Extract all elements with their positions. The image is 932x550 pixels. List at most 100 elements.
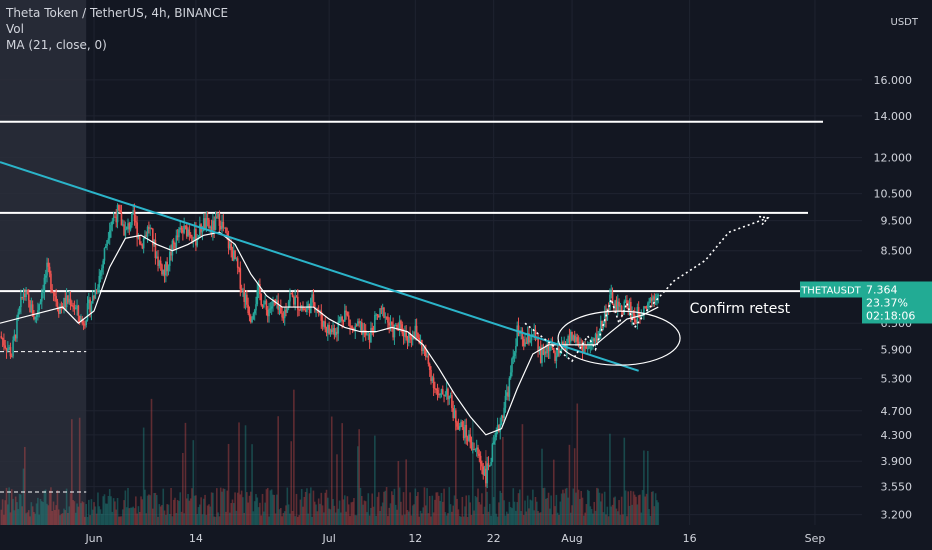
volume-bar [452,505,455,525]
volume-bar [307,513,310,525]
candle-body [102,260,104,269]
volume-bar [101,513,103,525]
candle-body [337,321,340,334]
candle-body [33,316,35,320]
volume-bar [81,501,84,525]
x-axis-background [0,525,932,550]
volume-bar [337,508,340,525]
retest-ellipse[interactable] [557,310,681,366]
y-tick-label: 3.200 [881,509,913,522]
candle-body [488,465,491,467]
volume-bar [165,514,167,525]
volume-bar [176,500,179,525]
candle-body [383,307,385,318]
candle-body [99,272,102,276]
candle-body [539,347,542,363]
candle-body [430,369,432,381]
candle-body [528,333,530,343]
candle-body [516,325,518,347]
volume-bar [397,461,400,525]
ma-legend[interactable]: MA (21, close, 0) [6,38,107,52]
candle-body [251,318,253,323]
candle-body [280,306,282,314]
chart-title[interactable]: Theta Token / TetherUS, 4h, BINANCE [6,6,229,20]
volume-bar [135,496,137,525]
candle-body [244,294,247,302]
candle-body [374,314,376,333]
volume-bar [168,514,171,525]
trendline[interactable] [0,161,639,372]
x-axis[interactable]: Jun 14 Jul 12 22 Aug 16 Sep [0,525,932,550]
candle-body [209,226,212,229]
volume-bar [110,496,112,525]
volume-bar [350,502,353,525]
candle-body [76,305,78,308]
volume-bar [481,493,483,525]
candle-body [637,307,640,317]
y-axis[interactable]: 16.00014.00012.00010.5009.5008.5006.5005… [862,0,932,550]
volume-bar [579,499,581,525]
candle-body [545,351,547,354]
candle-body [106,240,108,247]
volume-bar [478,502,481,525]
candle-body [260,293,263,306]
volume-bar [613,497,615,525]
candle-body [103,248,106,261]
volume-bar [524,500,526,525]
volume-bar [52,501,55,525]
candle-body [59,306,61,314]
volume-bar [104,503,107,525]
candle-body [393,325,396,338]
candle-body [340,316,342,322]
annotation-text[interactable]: Confirm retest [690,301,791,317]
currency-label[interactable]: USDT [888,5,918,29]
volume-bar [569,512,572,525]
volume-bar [443,488,445,525]
volume-bar [60,513,63,525]
volume-bar [240,490,243,525]
candle-body [46,262,48,276]
volume-bar [84,516,86,525]
candle-body [63,297,65,309]
volume-bar [40,501,43,525]
candle-body [554,352,556,361]
candle-body [17,312,20,318]
candle-body [588,345,590,349]
volume-bar [432,512,435,525]
retest-path[interactable] [524,296,648,363]
candle-body [524,342,526,346]
candle-body [307,303,310,307]
volume-bar [364,501,367,525]
annotations[interactable]: Confirm retest [524,215,791,366]
candle-body [581,345,584,354]
volume-bar [242,497,244,525]
candle-body [636,307,639,324]
candle-body [515,346,517,353]
candle-body [431,377,434,381]
candle-body [281,313,283,318]
volume-bar [286,487,289,525]
candle-body [320,310,323,321]
candle-body [81,318,84,324]
volume-bar [377,492,380,525]
volume-bar [235,510,238,525]
candle-body [131,213,133,226]
volume-legend[interactable]: Vol [6,22,24,36]
projection-arrowhead[interactable] [758,215,770,226]
candle-body [261,305,264,308]
volume-bar [1,499,4,525]
candle-body [474,449,477,451]
volume-bar [263,511,265,525]
candle-body [313,302,316,310]
candle-body [511,358,513,373]
candle-body [269,308,272,310]
candle-body [438,393,440,396]
volume-bar [426,488,428,525]
volume-bar [141,499,144,525]
candle-body [129,225,132,230]
candle-body [654,299,657,301]
candle-body [530,335,533,341]
